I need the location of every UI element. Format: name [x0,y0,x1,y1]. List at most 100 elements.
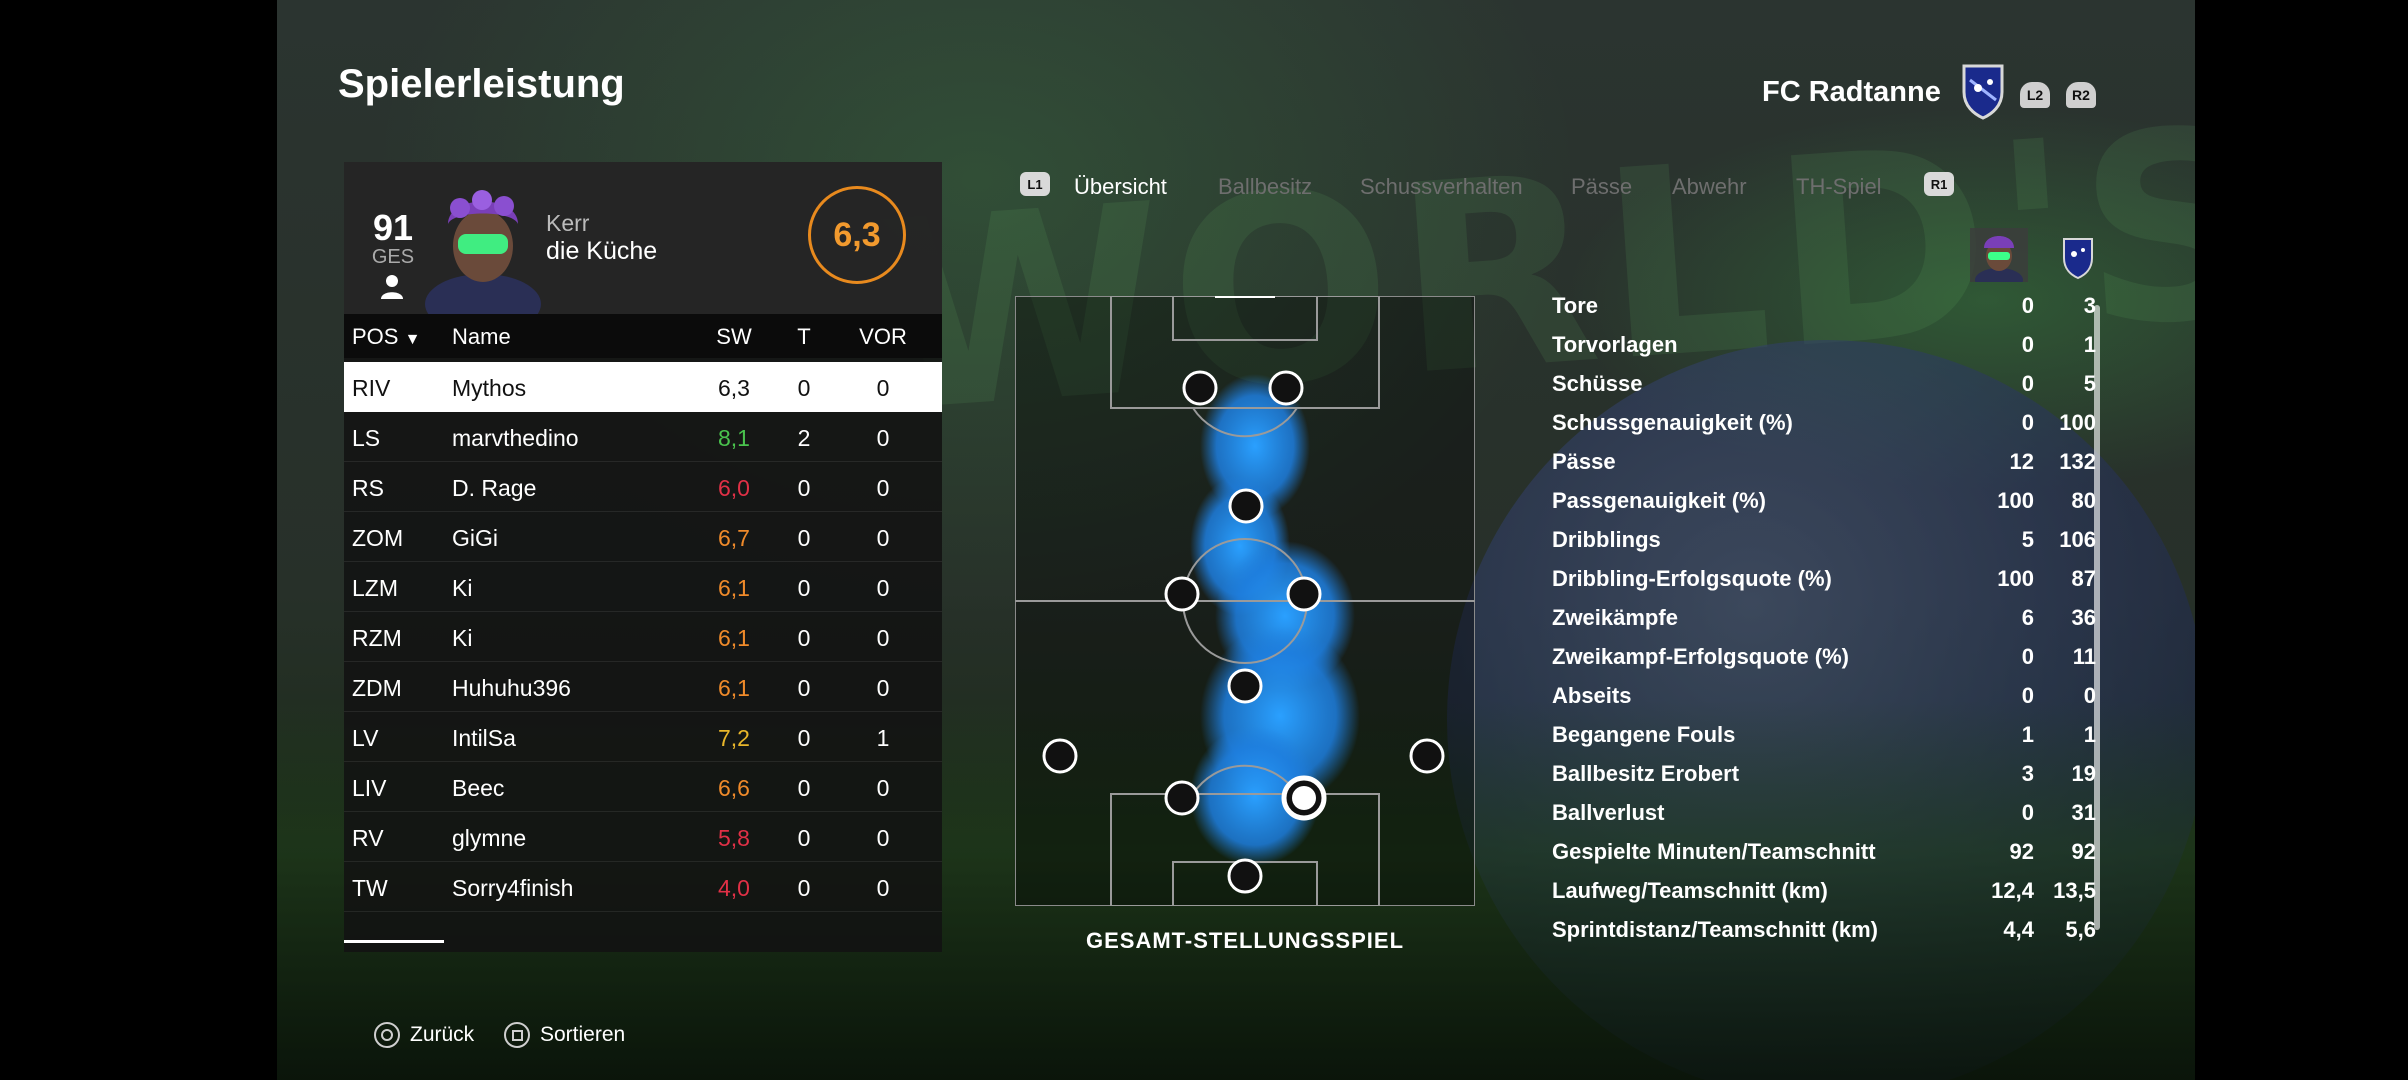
tab-uebersicht[interactable]: Übersicht [1074,174,1167,199]
stat-team-value: 92 [2071,839,2096,864]
name-header[interactable]: Name [452,324,511,349]
row-rating: 6,6 [718,775,750,801]
table-row[interactable]: TW Sorry4finish 4,0 0 0 [344,862,942,912]
row-goals: 0 [797,725,811,751]
stat-row: Dribblings 5 106 [1550,521,2096,560]
table-row[interactable]: ZOM GiGi 6,7 0 0 [344,512,942,562]
row-rating: 6,3 [718,375,750,401]
table-header: POS ▼ Name SW T VOR [344,314,942,358]
team-column-crest-icon [2063,238,2093,280]
r1-button-icon[interactable]: R1 [1924,172,1954,196]
stat-label: Laufweg/Teamschnitt (km) [1552,878,1828,903]
row-rating: 6,1 [718,675,750,701]
stat-label: Schussgenauigkeit (%) [1552,410,1793,435]
l1-button-icon[interactable]: L1 [1020,172,1050,196]
table-row[interactable]: RIV Mythos 6,3 0 0 [344,362,942,412]
row-assists: 0 [876,625,890,651]
table-row[interactable]: RS D. Rage 6,0 0 0 [344,462,942,512]
rating-header[interactable]: SW [716,324,752,349]
back-button[interactable]: Zurück [374,1022,474,1048]
row-position: RZM [352,625,402,651]
table-row[interactable]: LIV Beec 6,6 0 0 [344,762,942,812]
row-player-name: Beec [452,775,505,801]
stat-team-value: 100 [2059,410,2096,435]
sort-label: Sortieren [540,1023,626,1046]
club-crest-icon [1962,64,2004,120]
player-last-name: die Küche [546,237,658,265]
row-goals: 0 [797,675,811,701]
stat-team-value: 87 [2071,566,2096,591]
stat-player-value: 0 [2021,644,2034,669]
stat-team-value: 5 [2083,371,2096,396]
row-player-name: glymne [452,825,527,851]
r2-trigger-icon[interactable]: R2 [2066,82,2096,108]
table-row[interactable]: RZM Ki 6,1 0 0 [344,612,942,662]
table-row[interactable]: ZDM Huhuhu396 6,1 0 0 [344,662,942,712]
stat-row: Abseits 0 0 [1550,677,2096,716]
row-assists: 1 [876,725,890,751]
stat-team-value: 36 [2071,605,2096,630]
table-row[interactable]: LS marvthedino 8,1 2 0 [344,412,942,462]
player-column-avatar [1970,228,2028,282]
stat-label: Tore [1552,293,1599,318]
stat-player-value: 0 [2021,800,2034,825]
overall-label: GES [371,246,415,268]
row-position: LV [352,725,379,751]
player-table-body: RIV Mythos 6,3 0 0 LS marvthedino 8,1 2 0 RS D. Rag… [344,362,942,912]
stat-label: Zweikampf-Erfolgsquote (%) [1552,644,1850,669]
sort-button[interactable]: Sortieren [504,1022,625,1048]
stat-player-value: 3 [2021,761,2034,786]
square-button-icon [504,1022,530,1048]
pos-sort-header[interactable]: POS ▼ [352,324,421,349]
tab-schussverhalten[interactable]: Schussverhalten [1360,174,1523,199]
stat-label: Dribbling-Erfolgsquote (%) [1552,566,1832,591]
stat-label: Ballbesitz Erobert [1552,761,1740,786]
tab-th-spiel[interactable]: TH-Spiel [1796,174,1882,199]
stat-team-value: 0 [2083,683,2096,708]
row-rating: 8,1 [718,425,750,451]
stats-scrollbar-thumb[interactable] [2094,305,2100,930]
tab-abwehr[interactable]: Abwehr [1672,174,1747,199]
table-row[interactable]: RV glymne 5,8 0 0 [344,812,942,862]
row-rating: 6,1 [718,575,750,601]
row-rating: 5,8 [718,825,750,851]
row-player-name: Mythos [452,375,527,401]
stat-label: Ballverlust [1552,800,1665,825]
row-goals: 0 [797,525,811,551]
row-position: TW [352,875,388,901]
table-row[interactable]: LZM Ki 6,1 0 0 [344,562,942,612]
sort-down-icon: ▼ [404,331,421,348]
goals-header[interactable]: T [797,324,811,349]
stat-player-value: 100 [1997,488,2034,513]
assists-header[interactable]: VOR [859,324,907,349]
circle-button-icon [374,1022,400,1048]
person-icon [381,275,403,299]
table-row[interactable]: LV IntilSa 7,2 0 1 [344,712,942,762]
row-assists: 0 [876,525,890,551]
stat-team-value: 11 [2072,644,2096,669]
row-goals: 0 [797,825,811,851]
row-position: LS [352,425,381,451]
row-assists: 0 [876,475,890,501]
row-goals: 0 [797,475,811,501]
l2-trigger-icon[interactable]: L2 [2020,82,2050,108]
stat-player-value: 0 [2021,293,2034,318]
tab-ballbesitz[interactable]: Ballbesitz [1218,174,1313,199]
stat-team-value: 3 [2083,293,2096,318]
stat-row: Laufweg/Teamschnitt (km) 12,4 13,5 [1550,872,2096,911]
stat-label: Torvorlagen [1552,332,1678,357]
stat-team-value: 80 [2071,488,2096,513]
stat-row: Sprintdistanz/Teamschnitt (km) 4,4 5,6 [1550,911,2096,950]
player-list-panel: 91 GES Kerr die Küche 6,3 POS ▼ Name SW … [344,162,942,952]
stat-row: Schussgenauigkeit (%) 0 100 [1550,404,2096,443]
match-rating-circle: 6,3 [808,186,906,284]
stat-player-value: 100 [1997,566,2034,591]
stat-label: Dribblings [1552,527,1661,552]
stat-player-value: 0 [2021,332,2034,357]
overall-rating: 91 [372,207,414,248]
row-assists: 0 [876,825,890,851]
stat-player-value: 92 [2009,839,2034,864]
stat-player-value: 0 [2021,371,2034,396]
stat-team-value: 1 [2083,722,2096,747]
tab-paesse[interactable]: Pässe [1571,174,1633,199]
